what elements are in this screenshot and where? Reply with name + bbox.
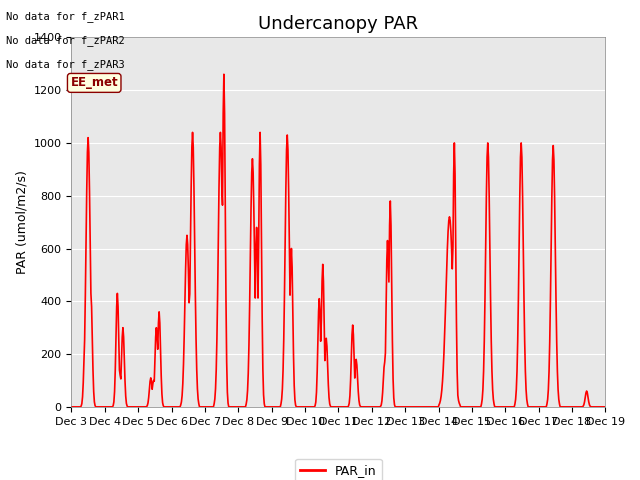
Text: EE_met: EE_met	[70, 76, 118, 89]
Legend: PAR_in: PAR_in	[295, 459, 381, 480]
Text: No data for f_zPAR1: No data for f_zPAR1	[6, 11, 125, 22]
Text: No data for f_zPAR2: No data for f_zPAR2	[6, 35, 125, 46]
Title: Undercanopy PAR: Undercanopy PAR	[259, 15, 419, 33]
Text: No data for f_zPAR3: No data for f_zPAR3	[6, 59, 125, 70]
Y-axis label: PAR (umol/m2/s): PAR (umol/m2/s)	[15, 170, 28, 274]
